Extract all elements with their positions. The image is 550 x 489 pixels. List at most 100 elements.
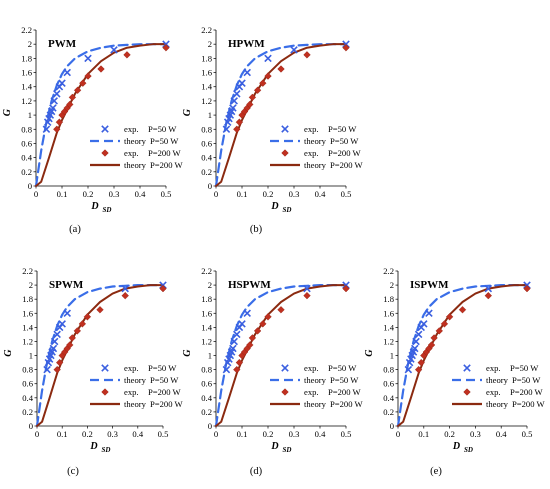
data-point-cross-stroke [412,337,420,346]
data-point-diamond [430,334,438,342]
x-tick-label: 0.5 [161,189,172,199]
data-point-diamond [484,291,492,300]
data-point-diamond [303,291,311,300]
x-axis-label: D [270,201,278,212]
data-point-cross [110,46,118,54]
data-point-cross [230,97,238,105]
data-point-cross [420,320,428,328]
legend-label: theory [304,160,327,170]
data-point-diamond [73,86,82,94]
data-point-diamond [162,44,170,52]
data-point-diamond [73,327,82,335]
data-point-diamond [342,284,350,293]
y-tick-label: 2 [390,280,394,290]
data-point-cross-stroke [43,365,51,374]
data-point-diamond [96,306,104,314]
data-point-cross [229,104,237,112]
data-point-cross-stroke [290,46,298,54]
data-point-diamond [253,86,262,94]
x-tick-label: 0.3 [107,429,118,439]
y-tick-label: 1.4 [201,82,212,92]
legend-marker-swatch-stroke [463,364,471,372]
y-tick-label: 0.2 [21,167,32,177]
y-tick-label: 0.4 [21,153,32,163]
series-line [214,283,348,428]
y-tick-label: 0.4 [383,393,394,403]
y-tick-label: 0.6 [21,138,32,148]
x-tick-label: 0.3 [289,429,300,439]
data-point-cross-stroke [229,344,237,353]
data-point-cross [53,330,61,339]
data-point-cross-stroke [230,337,238,346]
data-point-diamond [248,93,257,102]
y-tick-label: 0.2 [201,407,212,417]
y-tick-label: 0.8 [21,124,32,134]
y-tick-label: 0.2 [201,167,212,177]
data-point-cross [425,309,433,318]
data-point-cross-stroke [49,344,58,353]
y-axis-label: G [364,349,375,357]
x-tick-label: 0.3 [109,189,120,199]
series-line [35,283,165,428]
legend-label-value: P=200 W [330,160,364,170]
panel-label: (a) [69,224,81,235]
legend-background [86,122,174,178]
data-point-cross [50,97,58,105]
y-tick-label: 2 [208,280,212,290]
data-point-diamond [55,358,64,367]
x-axis-label-subscript: SD [464,446,473,454]
data-point-cross [50,337,59,346]
data-point-diamond [53,125,61,133]
data-point-diamond [259,79,267,87]
x-axis-label-subscript: SD [283,446,292,454]
legend-label-value: P=50 W [148,124,177,134]
y-axis-label: G [182,108,193,116]
y-tick-label: 0.6 [383,379,394,389]
x-tick-label: 0.2 [83,189,94,199]
legend-background [266,122,354,178]
data-point-cross [411,344,419,353]
data-point-cross-stroke [222,365,231,374]
y-tick-label: 1.6 [22,308,33,318]
x-axis-label: D [89,441,97,452]
data-point-cross-stroke [238,320,246,328]
chart-title: HPWM [228,38,265,50]
data-point-diamond [264,313,272,321]
data-point-diamond [445,313,454,321]
data-point-diamond [53,365,61,374]
y-tick-label: 0.8 [201,124,212,134]
x-axis-label: D [270,441,278,452]
x-tick-label: 0.4 [132,429,143,439]
y-tick-label: 1 [208,110,212,120]
y-tick-label: 0 [390,421,394,431]
data-point-cross [233,330,241,339]
data-point-diamond [68,334,76,342]
data-point-diamond [235,358,244,367]
legend-label: exp. [124,124,139,134]
data-point-cross [229,344,237,353]
data-point-cross [484,284,493,293]
y-tick-label: 0.8 [201,365,212,375]
legend-label: theory [124,136,147,146]
y-tick-label: 0.6 [22,379,33,389]
data-point-diamond [84,72,92,80]
data-point-cross [121,284,129,293]
data-point-diamond [427,341,436,349]
y-tick-label: 0.4 [22,393,33,403]
series-line [396,283,529,428]
legend-label-value: P=200 W [148,148,182,158]
x-axis-label: D [452,441,460,452]
legend-marker-swatch-stroke [101,125,109,133]
x-tick-label: 0.4 [135,189,146,199]
data-point-cross-stroke [222,125,231,134]
data-point-cross-stroke [53,330,61,339]
data-point-cross [290,46,298,54]
legend-label-value: P=50 W [148,363,177,373]
data-point-cross [233,90,241,98]
legend-label: theory [124,375,147,385]
data-point-cross [84,54,92,63]
data-point-cross-stroke [63,68,71,77]
data-point-diamond [97,65,105,73]
